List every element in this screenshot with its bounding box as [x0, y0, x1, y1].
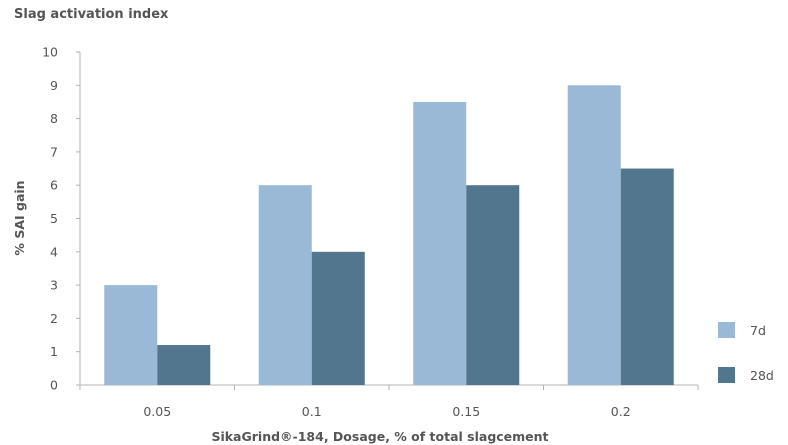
- y-tick-label: 8: [50, 111, 58, 126]
- bar-28d-0.15: [466, 185, 520, 385]
- bar-7d-0.05: [104, 285, 158, 385]
- y-tick-label: 6: [50, 178, 58, 193]
- legend-swatch-28d: [718, 367, 735, 383]
- x-tick-labels: 0.05 0.1 0.15 0.2: [143, 404, 630, 419]
- y-tick-label: 1: [50, 344, 58, 359]
- bar-7d-0.2: [567, 85, 621, 386]
- y-axis-title: % SAI gain: [12, 180, 27, 255]
- legend-label-28d: 28d: [750, 368, 774, 383]
- legend: 7d 28d: [718, 322, 774, 383]
- y-tick-label: 0: [50, 378, 58, 393]
- bar-28d-0.2: [620, 168, 674, 385]
- bar-7d-0.1: [258, 185, 312, 385]
- y-tick-label: 3: [50, 278, 58, 293]
- chart-title: Slag activation index: [14, 7, 169, 22]
- x-tick-label: 0.2: [611, 404, 631, 419]
- x-axis-title: SikaGrind®-184, Dosage, % of total slagc…: [211, 429, 548, 444]
- y-tick-labels: 0 1 2 3 4 5 6 7 8 9 10: [42, 45, 58, 393]
- y-tick-label: 2: [50, 311, 58, 326]
- legend-label-7d: 7d: [750, 323, 766, 338]
- bar-7d-0.15: [413, 101, 467, 385]
- x-tick-label: 0.1: [302, 404, 322, 419]
- y-tick-label: 5: [50, 211, 58, 226]
- legend-swatch-7d: [718, 322, 735, 338]
- y-tick-label: 4: [50, 244, 58, 259]
- y-tick-label: 7: [50, 144, 58, 159]
- y-tick-label: 10: [42, 45, 58, 60]
- bar-28d-0.05: [157, 345, 211, 385]
- bars: [104, 85, 674, 386]
- y-tick-label: 9: [50, 78, 58, 93]
- bar-28d-0.1: [311, 251, 365, 385]
- x-tick-label: 0.05: [143, 404, 171, 419]
- x-tick-label: 0.15: [452, 404, 480, 419]
